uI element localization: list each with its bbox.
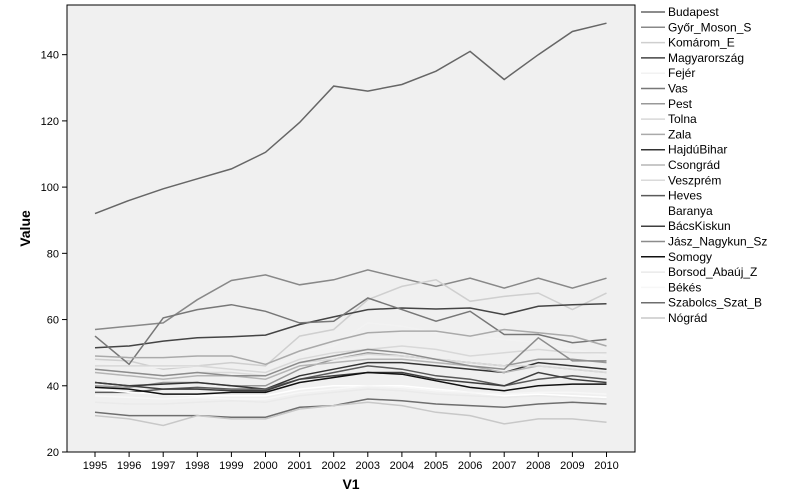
- y-tick-label: 40: [47, 381, 59, 393]
- series-line-szabolcs-szat-b: [94, 398, 607, 418]
- series-line-budapest: [94, 22, 607, 215]
- series-line-somogy: [94, 371, 607, 395]
- x-axis-title: V1: [342, 476, 359, 492]
- series-line-hajd-bihar: [94, 361, 607, 390]
- series-line-heves: [95, 365, 607, 394]
- legend-item-label: Csongrád: [668, 158, 720, 172]
- legend-item-label: Békés: [668, 280, 701, 294]
- series-line-borsod-aba-j-z: [94, 388, 607, 405]
- series-line-magyarorsz-g: [94, 302, 607, 349]
- series-line-fej-r: [94, 322, 607, 372]
- legend-item-label: BácsKiskun: [668, 219, 731, 233]
- legend-item-label: HajdúBihar: [668, 143, 727, 157]
- series-line-tolna: [95, 345, 607, 374]
- y-axis: 20 40 60 80 100 120 140: [41, 50, 67, 459]
- series-line-b-k-s: [94, 385, 607, 400]
- legend-item-label: Baranya: [668, 204, 713, 218]
- x-tick-label: 2003: [356, 460, 380, 472]
- series-line-baranya: [94, 385, 607, 399]
- series-line-zala: [94, 328, 607, 366]
- legend-item-label: Komárom_E: [668, 36, 735, 50]
- y-tick-label: 60: [47, 315, 59, 327]
- series-line-gy-r-moson-s: [94, 269, 607, 331]
- legend-item-label: Pest: [668, 97, 693, 111]
- legend-item-label: Magyarország: [668, 51, 744, 65]
- legend-item-label: Győr_Moson_S: [668, 20, 751, 34]
- legend-item-label: Nógrád: [668, 311, 707, 325]
- x-tick-label: 2002: [321, 460, 345, 472]
- x-tick-label: 2000: [253, 460, 277, 472]
- x-tick-label: 2008: [526, 460, 550, 472]
- series-line-pest: [94, 351, 607, 389]
- series-line-b-cskiskun: [94, 371, 607, 392]
- legend-item-label: Fejér: [668, 66, 695, 80]
- x-tick-label: 1996: [117, 460, 141, 472]
- series-line-vas: [94, 297, 607, 366]
- legend-item-label: Jász_Nagykun_Sz: [668, 235, 767, 249]
- x-tick-label: 2001: [287, 460, 311, 472]
- x-tick-label: 1999: [219, 460, 243, 472]
- x-tick-label: 1998: [185, 460, 209, 472]
- y-tick-label: 100: [41, 182, 59, 194]
- legend-item-label: Tolna: [668, 112, 697, 126]
- y-tick-label: 140: [41, 50, 59, 62]
- plot-area: [66, 4, 636, 453]
- legend-item-label: Vas: [668, 82, 688, 96]
- legend-item-label: Zala: [668, 127, 692, 141]
- legend-item-label: Heves: [668, 189, 702, 203]
- series-line-csongr-d: [94, 358, 607, 380]
- y-axis-title: Value: [17, 210, 33, 247]
- legend-item-label: Budapest: [668, 5, 719, 19]
- y-tick-label: 120: [41, 116, 59, 128]
- x-axis: 1995 1996 1997 1998 1999 2000 2001 2002 2003 2004…: [83, 452, 619, 472]
- y-tick-label: 80: [47, 248, 59, 260]
- x-tick-label: 1995: [83, 460, 107, 472]
- legend-item-label: Szabolcs_Szat_B: [668, 296, 762, 310]
- series-line-n-gr-d: [94, 401, 607, 427]
- series-line-j-sz-nagykun-sz: [94, 336, 607, 377]
- x-tick-label: 2010: [594, 460, 618, 472]
- x-tick-label: 2006: [458, 460, 482, 472]
- x-tick-label: 2005: [424, 460, 448, 472]
- x-tick-label: 2009: [560, 460, 584, 472]
- x-tick-label: 2007: [492, 460, 516, 472]
- legend-item-label: Borsod_Abaúj_Z: [668, 265, 757, 279]
- series-lines: [94, 22, 607, 427]
- x-tick-label: 2004: [390, 460, 414, 472]
- x-tick-label: 1997: [151, 460, 175, 472]
- y-tick-label: 20: [47, 447, 59, 459]
- legend-item-label: Veszprém: [668, 173, 721, 187]
- legend-item-label: Somogy: [668, 250, 712, 264]
- series-line-kom-rom-e: [94, 279, 607, 370]
